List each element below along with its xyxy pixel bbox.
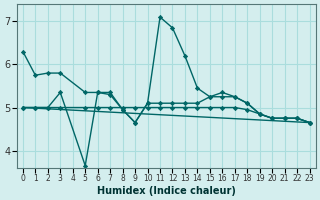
X-axis label: Humidex (Indice chaleur): Humidex (Indice chaleur) xyxy=(97,186,236,196)
